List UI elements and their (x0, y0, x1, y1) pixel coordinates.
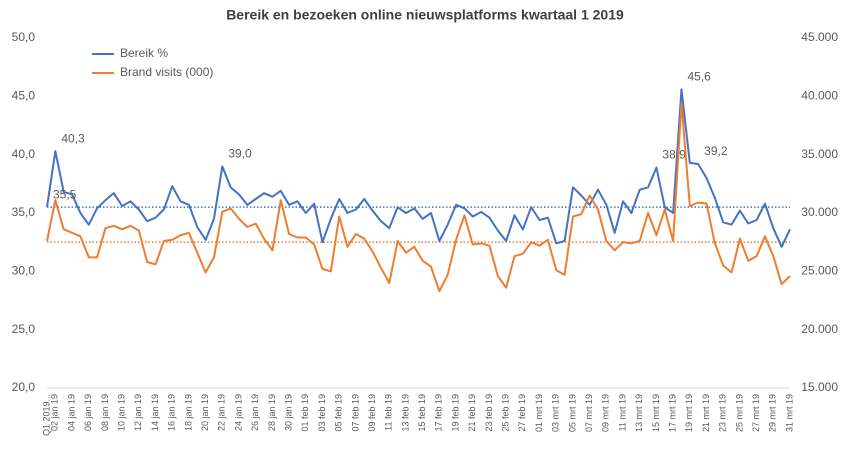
x-tick-label: 10 jan 19 (117, 394, 127, 431)
x-tick-label: 05 feb 19 (334, 394, 344, 432)
x-tick-label: 17 feb 19 (434, 394, 444, 432)
x-tick-label: 03 feb 19 (317, 394, 327, 432)
data-label: 35,5 (53, 187, 77, 201)
series-line (46, 88, 791, 248)
x-tick-label: 01 mrt 19 (534, 394, 544, 432)
x-tick-label: 30 jan 19 (283, 394, 293, 431)
x-tick-label: 11 feb 19 (384, 394, 394, 431)
x-tick-label: Q1 2019... (41, 394, 51, 436)
data-label: 45,6 (687, 70, 711, 84)
x-tick-label: 27 mrt 19 (751, 394, 761, 432)
x-tick-label: 07 mrt 19 (584, 394, 594, 432)
x-tick-label: 15 mrt 19 (651, 394, 661, 432)
x-tick-label: 19 feb 19 (450, 394, 460, 432)
x-tick-label: 11 mrt 19 (617, 394, 627, 431)
y2-tick-label: 40.000 (801, 89, 838, 103)
y2-tick-label: 25.000 (801, 264, 838, 278)
x-tick-label: 06 jan 19 (83, 394, 93, 431)
x-tick-label: 24 jan 19 (233, 394, 243, 431)
x-tick-label: 17 mrt 19 (667, 394, 677, 432)
x-tick-label: 20 jan 19 (200, 394, 210, 431)
x-tick-label: 29 mrt 19 (768, 394, 778, 432)
x-tick-label: 14 jan 19 (150, 394, 160, 431)
x-tick-label: 28 jan 19 (267, 394, 277, 431)
legend-label: Brand visits (000) (120, 65, 213, 79)
x-tick-label: 21 feb 19 (467, 394, 477, 432)
x-tick-label: 13 feb 19 (400, 394, 410, 432)
x-tick-label: 18 jan 19 (183, 394, 193, 431)
x-tick-label: 19 mrt 19 (684, 394, 694, 432)
y2-tick-label: 20.000 (801, 322, 838, 336)
y2-tick-label: 35.000 (801, 147, 838, 161)
x-tick-label: 05 mrt 19 (567, 394, 577, 432)
x-tick-label: 01 feb 19 (300, 394, 310, 432)
y-tick-label: 25,0 (12, 322, 36, 336)
y-tick-label: 50,0 (12, 30, 36, 44)
data-label: 39,2 (704, 144, 728, 158)
x-tick-label: 02 jan 19 (50, 394, 60, 431)
x-tick-label: 25 mrt 19 (734, 394, 744, 432)
x-tick-label: 25 feb 19 (501, 394, 511, 432)
x-tick-label: 31 mrt 19 (784, 394, 794, 432)
data-label: 40,3 (61, 131, 85, 145)
x-tick-label: 08 jan 19 (100, 394, 110, 431)
series-line (46, 102, 791, 293)
data-label: 38,9 (662, 148, 686, 162)
x-tick-label: 09 mrt 19 (601, 394, 611, 432)
x-tick-label: 22 jan 19 (217, 394, 227, 431)
y-tick-label: 35,0 (12, 205, 36, 219)
data-label: 39,0 (228, 147, 252, 161)
x-tick-label: 23 mrt 19 (718, 394, 728, 432)
y-tick-label: 45,0 (12, 89, 36, 103)
legend-label: Bereik % (120, 46, 168, 60)
y-tick-label: 40,0 (12, 147, 36, 161)
y2-tick-label: 30.000 (801, 205, 838, 219)
x-tick-label: 12 jan 19 (133, 394, 143, 431)
y-tick-label: 20,0 (12, 380, 36, 394)
x-tick-label: 13 mrt 19 (634, 394, 644, 432)
x-tick-label: 16 jan 19 (167, 394, 177, 431)
y2-tick-label: 45.000 (801, 30, 838, 44)
y2-tick-label: 15.000 (801, 380, 838, 394)
x-tick-label: 09 feb 19 (367, 394, 377, 432)
x-tick-label: 21 mrt 19 (701, 394, 711, 432)
chart-title: Bereik en bezoeken online nieuwsplatform… (226, 7, 624, 23)
x-tick-label: 27 feb 19 (517, 394, 527, 432)
x-tick-label: 07 feb 19 (350, 394, 360, 432)
x-tick-label: 03 mrt 19 (551, 394, 561, 432)
x-tick-label: 15 feb 19 (417, 394, 427, 432)
x-tick-label: 26 jan 19 (250, 394, 260, 431)
x-tick-label: 04 jan 19 (66, 394, 76, 431)
y-tick-label: 30,0 (12, 264, 36, 278)
x-tick-label: 23 feb 19 (484, 394, 494, 432)
